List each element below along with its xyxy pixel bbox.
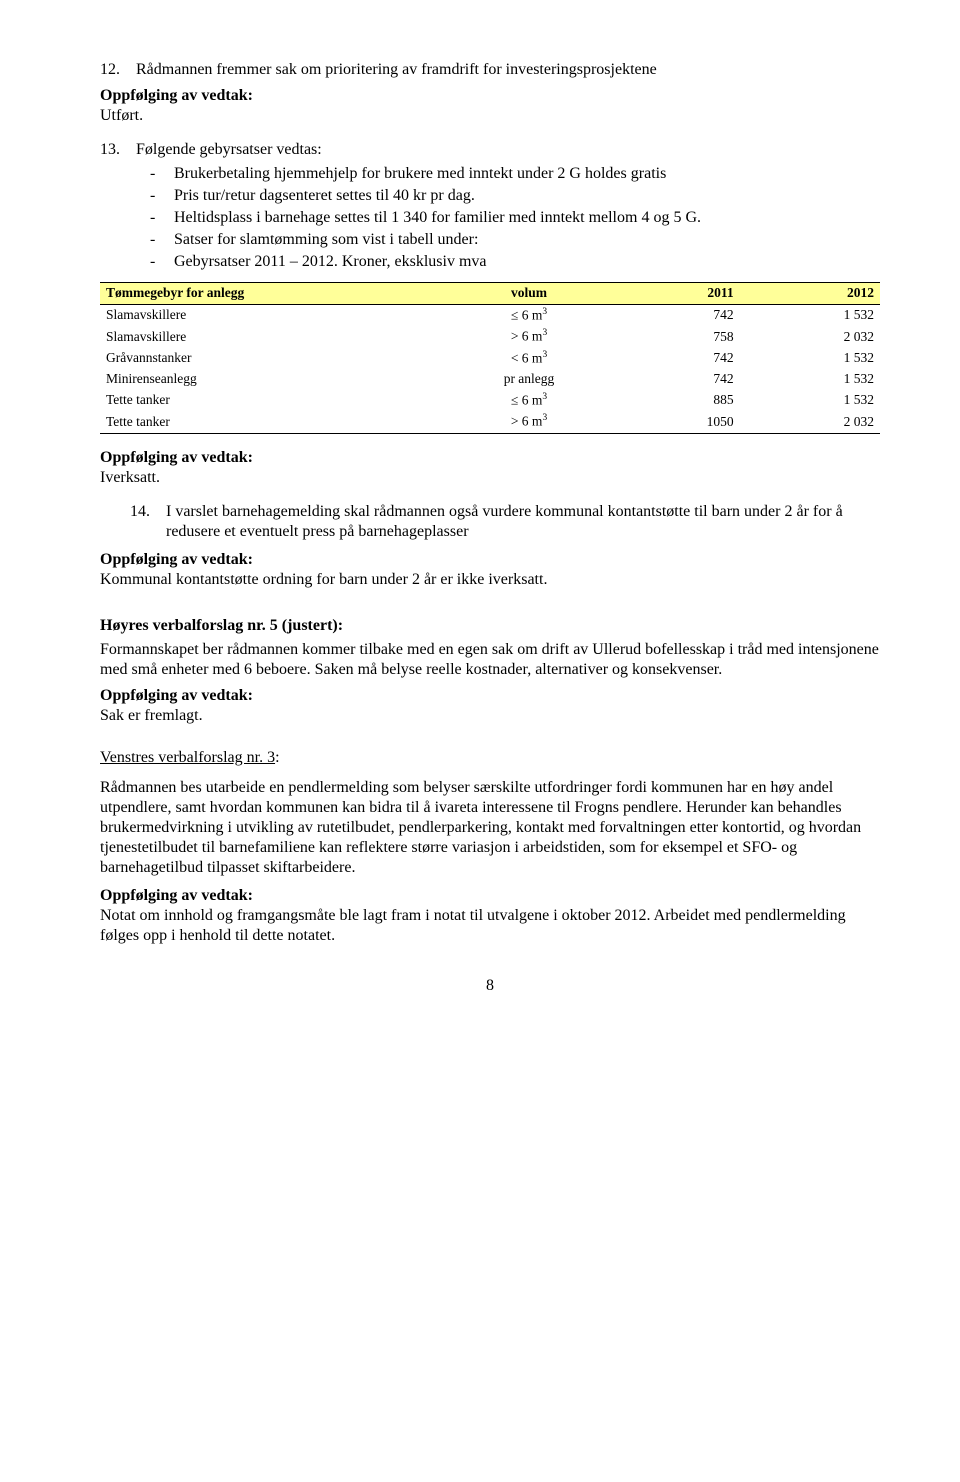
table-row: Slamavskillere≤ 6 m37421 532 <box>100 304 880 326</box>
table-row: Slamavskillere> 6 m37582 032 <box>100 326 880 347</box>
item-14-followup: Oppfølging av vedtak: Kommunal kontantst… <box>100 550 880 590</box>
list-item: - Brukerbetaling hjemmehjelp for brukere… <box>150 164 880 184</box>
col-header-desc: Tømmegebyr for anlegg <box>100 283 459 305</box>
venstre-3-section: Venstres verbalforslag nr. 3: Rådmannen … <box>100 748 880 946</box>
cell-2011: 758 <box>599 326 739 347</box>
cell-2011: 742 <box>599 348 739 369</box>
cell-volume: ≤ 6 m3 <box>459 304 599 326</box>
followup-label: Oppfølging av vedtak: <box>100 86 880 106</box>
venstre-3-text: Rådmannen bes utarbeide en pendlermeldin… <box>100 778 880 878</box>
venstre-3-heading: Venstres verbalforslag nr. 3 <box>100 749 275 766</box>
cell-volume: pr anlegg <box>459 369 599 390</box>
cell-desc: Minirenseanlegg <box>100 369 459 390</box>
venstre-3-colon: : <box>275 749 279 766</box>
item-13-status: Iverksatt. <box>100 468 880 488</box>
venstre-3-heading-line: Venstres verbalforslag nr. 3: <box>100 748 880 768</box>
cell-desc: Gråvannstanker <box>100 348 459 369</box>
followup-label: Oppfølging av vedtak: <box>100 550 880 570</box>
item-12-number: 12. <box>100 60 136 80</box>
item-14-text: I varslet barnehagemelding skal rådmanne… <box>166 502 880 542</box>
cell-2011: 1050 <box>599 411 739 433</box>
item-13-number: 13. <box>100 140 136 160</box>
fee-table: Tømmegebyr for anlegg volum 2011 2012 Sl… <box>100 282 880 434</box>
bullet-text: Pris tur/retur dagsenteret settes til 40… <box>174 186 880 206</box>
bullet-text: Gebyrsatser 2011 – 2012. Kroner, eksklus… <box>174 252 880 272</box>
hoyre-5-status: Sak er fremlagt. <box>100 706 880 726</box>
bullet-text: Heltidsplass i barnehage settes til 1 34… <box>174 208 880 228</box>
cell-2012: 1 532 <box>740 304 880 326</box>
bullet-text: Satser for slamtømming som vist i tabell… <box>174 230 880 250</box>
table-row: Minirenseanleggpr anlegg7421 532 <box>100 369 880 390</box>
bullet-dash: - <box>150 208 174 228</box>
followup-label: Oppfølging av vedtak: <box>100 886 880 906</box>
cell-2011: 742 <box>599 369 739 390</box>
hoyre-5-heading: Høyres verbalforslag nr. 5 (justert): <box>100 616 880 636</box>
item-13-bullet-list: - Brukerbetaling hjemmehjelp for brukere… <box>100 164 880 272</box>
col-header-volume: volum <box>459 283 599 305</box>
cell-volume: > 6 m3 <box>459 411 599 433</box>
venstre-3-status: Notat om innhold og framgangsmåte ble la… <box>100 906 880 946</box>
bullet-dash: - <box>150 186 174 206</box>
table-row: Tette tanker> 6 m310502 032 <box>100 411 880 433</box>
cell-desc: Tette tanker <box>100 411 459 433</box>
item-14-number: 14. <box>130 502 166 542</box>
cell-volume: ≤ 6 m3 <box>459 390 599 411</box>
cell-2012: 2 032 <box>740 411 880 433</box>
followup-label: Oppfølging av vedtak: <box>100 448 880 468</box>
bullet-dash: - <box>150 252 174 272</box>
col-header-2011: 2011 <box>599 283 739 305</box>
cell-2011: 742 <box>599 304 739 326</box>
table-row: Tette tanker≤ 6 m38851 532 <box>100 390 880 411</box>
bullet-dash: - <box>150 164 174 184</box>
table-row: Gråvannstanker< 6 m37421 532 <box>100 348 880 369</box>
bullet-text: Brukerbetaling hjemmehjelp for brukere m… <box>174 164 880 184</box>
list-item: - Heltidsplass i barnehage settes til 1 … <box>150 208 880 228</box>
cell-desc: Tette tanker <box>100 390 459 411</box>
item-12: 12. Rådmannen fremmer sak om prioriterin… <box>100 60 880 80</box>
cell-2012: 2 032 <box>740 326 880 347</box>
cell-desc: Slamavskillere <box>100 304 459 326</box>
item-13-text: Følgende gebyrsatser vedtas: <box>136 140 880 160</box>
item-13: 13. Følgende gebyrsatser vedtas: <box>100 140 880 160</box>
item-12-text: Rådmannen fremmer sak om prioritering av… <box>136 60 880 80</box>
cell-2012: 1 532 <box>740 390 880 411</box>
cell-desc: Slamavskillere <box>100 326 459 347</box>
table-header-row: Tømmegebyr for anlegg volum 2011 2012 <box>100 283 880 305</box>
list-item: - Gebyrsatser 2011 – 2012. Kroner, ekskl… <box>150 252 880 272</box>
item-14: 14. I varslet barnehagemelding skal rådm… <box>100 502 880 542</box>
page-number: 8 <box>100 976 880 996</box>
cell-volume: < 6 m3 <box>459 348 599 369</box>
item-12-status: Utført. <box>100 106 880 126</box>
cell-volume: > 6 m3 <box>459 326 599 347</box>
item-14-status: Kommunal kontantstøtte ordning for barn … <box>100 570 880 590</box>
followup-label: Oppfølging av vedtak: <box>100 686 880 706</box>
col-header-2012: 2012 <box>740 283 880 305</box>
hoyre-5-section: Høyres verbalforslag nr. 5 (justert): Fo… <box>100 616 880 726</box>
cell-2012: 1 532 <box>740 369 880 390</box>
list-item: - Pris tur/retur dagsenteret settes til … <box>150 186 880 206</box>
hoyre-5-text: Formannskapet ber rådmannen kommer tilba… <box>100 640 880 680</box>
list-item: - Satser for slamtømming som vist i tabe… <box>150 230 880 250</box>
item-12-followup: Oppfølging av vedtak: Utført. <box>100 86 880 126</box>
cell-2012: 1 532 <box>740 348 880 369</box>
cell-2011: 885 <box>599 390 739 411</box>
bullet-dash: - <box>150 230 174 250</box>
item-13-followup: Oppfølging av vedtak: Iverksatt. <box>100 448 880 488</box>
